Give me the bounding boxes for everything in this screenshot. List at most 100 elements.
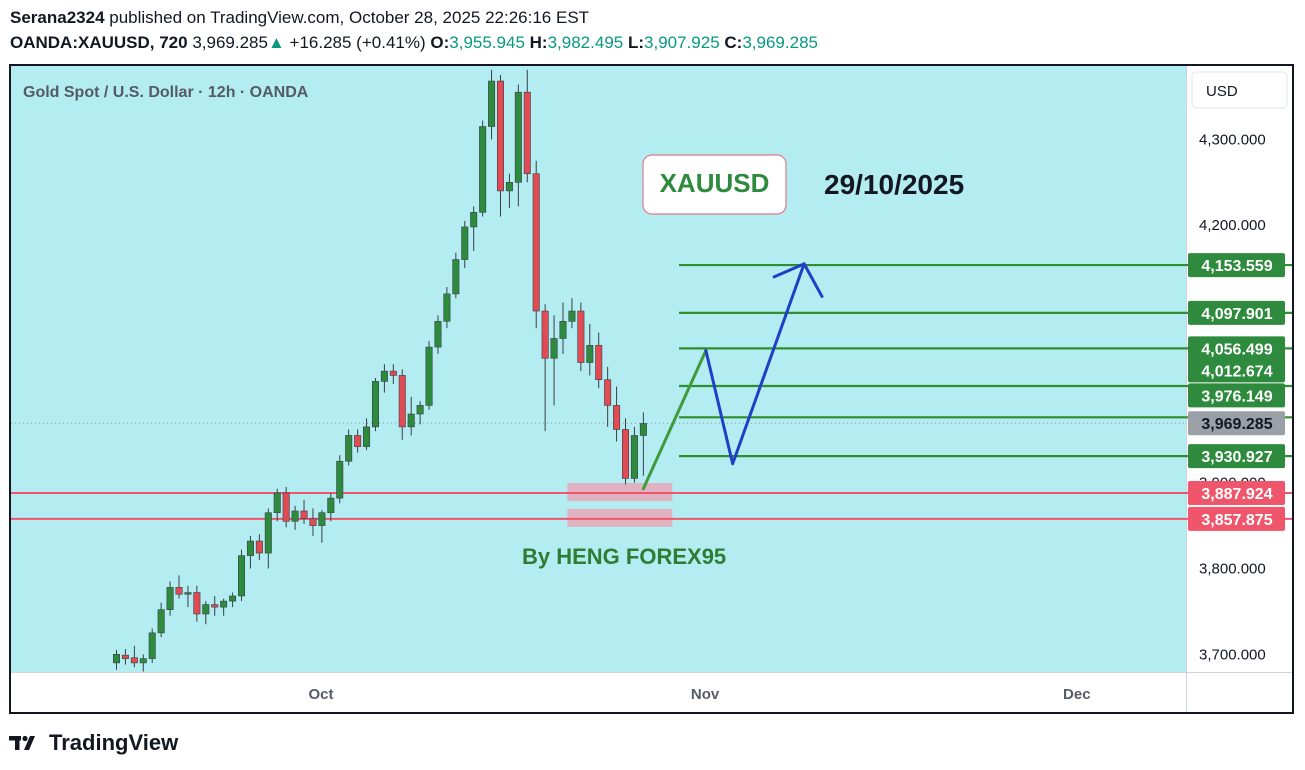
candle-up	[220, 600, 228, 608]
chart-title: Gold Spot / U.S. Dollar · 12h · OANDA	[23, 84, 309, 101]
target-price-label-bg	[1188, 300, 1285, 325]
projection-wave-path	[704, 262, 824, 466]
candle-down	[622, 429, 630, 479]
symbol-info: OANDA:XAUUSD, 720 3,969.285▲ +16.285 (+0…	[10, 33, 818, 53]
high-label: H:	[529, 33, 548, 52]
y-tick-label: 4,300.000	[1199, 131, 1266, 148]
candle-up	[434, 321, 442, 348]
candle-up	[479, 126, 487, 213]
candle-up	[407, 413, 415, 428]
candle-up	[327, 497, 335, 514]
candle-up	[318, 512, 326, 526]
candle-up	[371, 381, 379, 428]
candle-up	[139, 658, 147, 664]
candle-down	[121, 654, 129, 659]
candle-up	[559, 321, 567, 339]
candle-down	[604, 379, 612, 406]
close-label: C:	[724, 33, 743, 52]
candle-up	[488, 80, 496, 127]
price-labels: 4,153.559 4,097.901 4,056.499 4,012.674 3,97…	[1188, 253, 1285, 531]
y-tick-label: 3,800.000	[1199, 561, 1266, 578]
candle-up	[425, 346, 433, 406]
high-value: 3,982.495	[547, 33, 624, 52]
candle-up	[273, 492, 281, 514]
change-up-icon: ▲	[267, 33, 285, 52]
candle-up	[380, 370, 388, 382]
candle-up	[229, 595, 237, 602]
candle-up	[238, 555, 246, 597]
currency-button[interactable]: USD	[1191, 71, 1288, 109]
x-axis-ticks: Oct Nov Dec	[308, 686, 1090, 703]
candle-down	[389, 370, 397, 376]
candle-up	[291, 510, 299, 522]
candle-up	[246, 540, 254, 556]
candlestick-series	[113, 69, 647, 672]
candle-up	[505, 182, 513, 192]
candle-down	[532, 173, 540, 312]
symbol-box: XAUUSD	[642, 154, 787, 215]
candle-up	[157, 609, 165, 634]
candle-up	[514, 91, 522, 183]
candle-down	[300, 510, 308, 520]
target-price-label-bg	[1188, 336, 1285, 361]
candle-down	[398, 375, 406, 428]
candle-down	[354, 435, 362, 447]
price-chart[interactable]: Gold Spot / U.S. Dollar · 12h · OANDA 4,…	[11, 66, 1292, 712]
symbol-name: OANDA:XAUUSD, 720	[10, 33, 188, 52]
candle-up	[568, 310, 576, 322]
last-price: 3,969.285	[192, 33, 268, 52]
symbol-box-text: XAUUSD	[660, 168, 770, 198]
x-tick-label: Nov	[691, 686, 720, 703]
projection-path	[641, 262, 824, 491]
candle-down	[193, 592, 201, 615]
support-level-lines	[11, 492, 1292, 520]
author-name[interactable]: Serana2324	[10, 8, 105, 27]
support-price-label: 3,887.924	[1201, 486, 1272, 503]
tradingview-logo-icon	[9, 735, 35, 750]
candle-down	[523, 91, 531, 175]
currency-label[interactable]: USD	[1206, 83, 1238, 100]
candle-up	[336, 460, 344, 499]
low-label: L:	[627, 33, 645, 52]
x-tick-label: Dec	[1063, 686, 1091, 703]
last-price-label: 3,969.285	[1201, 416, 1272, 433]
annotation-author: By HENG FOREX95	[522, 544, 726, 569]
candle-up	[345, 435, 353, 462]
target-price-label-bg	[1188, 444, 1285, 469]
candle-down	[541, 310, 549, 359]
candle-down	[613, 405, 621, 430]
target-price-label: 4,012.674	[1201, 363, 1272, 380]
support-price-label-bg	[1188, 506, 1285, 531]
footer-brand-name: TradingView	[49, 730, 179, 755]
candle-up	[166, 587, 174, 610]
candle-up	[202, 604, 210, 615]
candle-up	[264, 512, 272, 554]
candle-down	[130, 657, 138, 664]
candle-up	[470, 212, 478, 228]
candle-up	[113, 654, 121, 664]
x-tick-label: Oct	[308, 686, 333, 703]
candle-up	[184, 592, 192, 595]
candle-down	[255, 540, 263, 554]
y-tick-label: 3,700.000	[1199, 646, 1266, 663]
candle-down	[577, 310, 585, 363]
candle-up	[443, 293, 451, 322]
annotation-date: 29/10/2025	[824, 169, 964, 200]
target-price-label-bg	[1188, 253, 1285, 278]
target-price-label: 3,976.149	[1201, 388, 1272, 405]
candle-up	[639, 423, 647, 436]
candle-down	[309, 518, 317, 526]
open-label: O:	[430, 33, 450, 52]
symbol-box-bg	[642, 154, 787, 215]
currency-button-bg[interactable]	[1191, 71, 1288, 109]
target-price-label-bg	[1188, 358, 1285, 383]
candle-down	[496, 80, 504, 192]
candle-down	[175, 587, 183, 595]
candle-down	[211, 604, 219, 608]
support-price-label-bg	[1188, 481, 1285, 506]
footer-brand[interactable]: TradingView	[9, 730, 178, 756]
published-text: published on TradingView.com, October 28…	[109, 8, 590, 27]
projection-arrowhead	[772, 262, 806, 279]
candle-down	[595, 345, 603, 380]
candle-up	[148, 632, 156, 659]
